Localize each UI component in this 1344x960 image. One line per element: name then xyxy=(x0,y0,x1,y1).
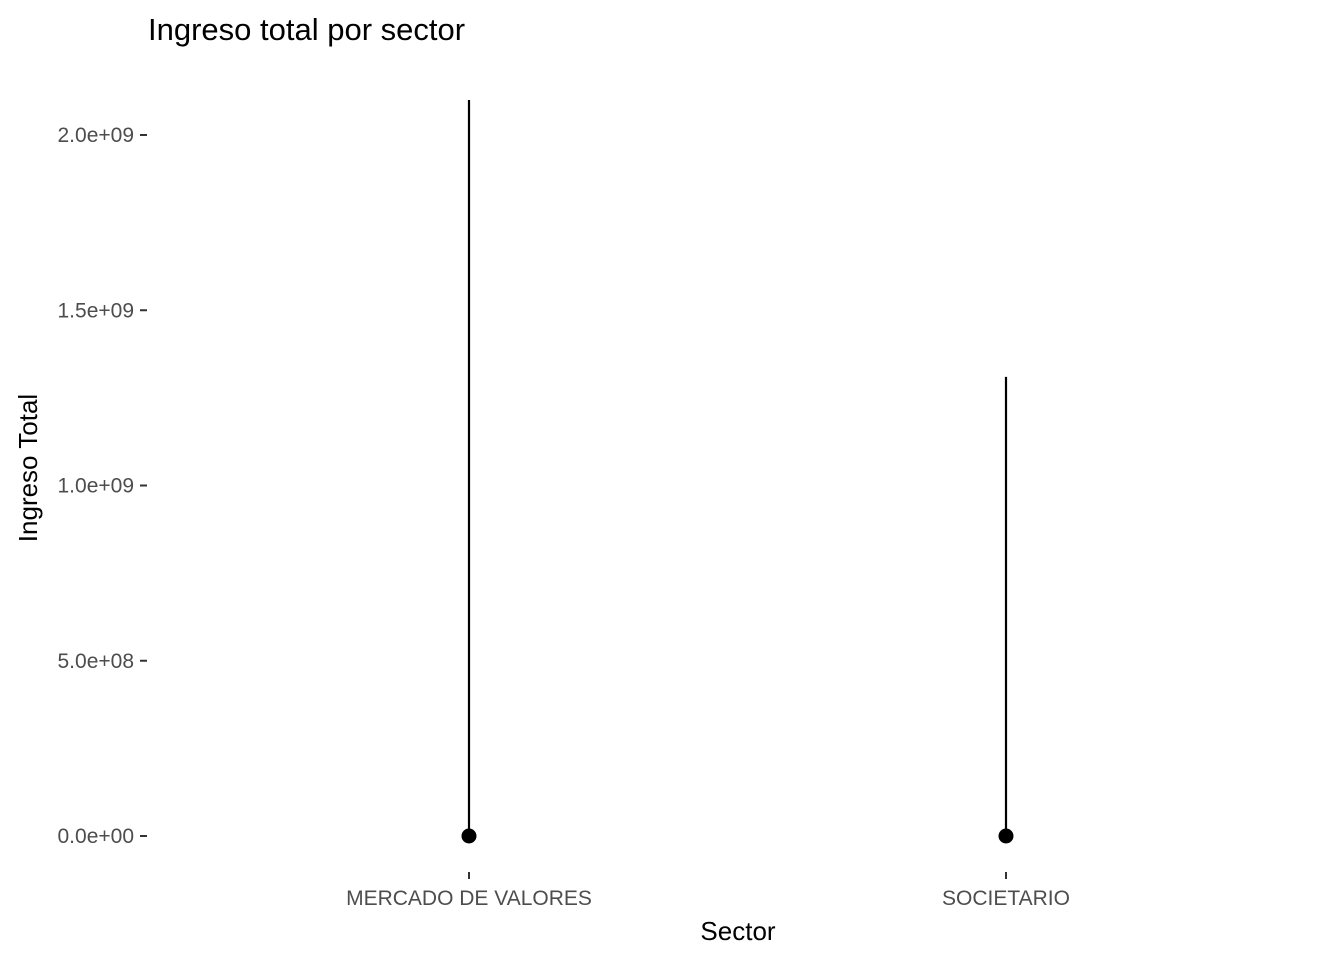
y-tick-label: 0.0e+00 xyxy=(58,825,135,848)
x-tick-label: MERCADO DE VALORES xyxy=(346,887,592,910)
chart-title: Ingreso total por sector xyxy=(148,12,465,47)
lollipop-point xyxy=(998,828,1014,844)
x-tick-label: SOCIETARIO xyxy=(942,887,1070,910)
lollipop-marks xyxy=(461,99,1014,844)
y-axis-title: Ingreso Total xyxy=(13,394,43,542)
x-axis-title: Sector xyxy=(700,916,775,946)
y-tick-label: 1.0e+09 xyxy=(58,475,135,498)
y-tick-label: 5.0e+08 xyxy=(58,650,135,673)
y-tick-label: 2.0e+09 xyxy=(58,124,135,147)
y-tick-label: 1.5e+09 xyxy=(58,299,135,322)
lollipop-point xyxy=(461,828,477,844)
y-axis: 0.0e+00 5.0e+08 1.0e+09 1.5e+09 2.0e+09 xyxy=(58,124,147,848)
x-axis: MERCADO DE VALORES SOCIETARIO xyxy=(346,872,1070,910)
